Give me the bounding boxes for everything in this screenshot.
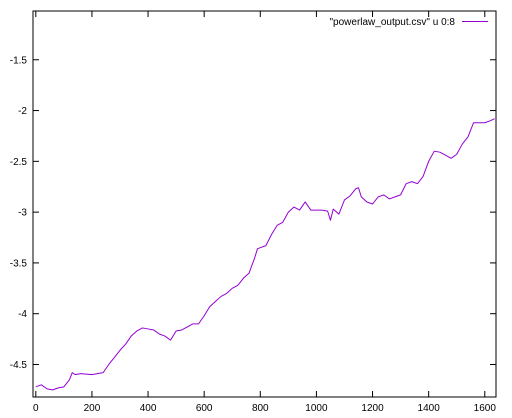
y-axis: -4.5 -4 -3.5 -3 -2.5 -2 -1.5 (10, 55, 496, 371)
x-axis: 0 200 400 600 800 1000 1200 1400 1600 (33, 11, 496, 414)
y-tick-label: -1.5 (10, 55, 28, 66)
series-line (35, 118, 495, 391)
series-layer (35, 118, 495, 391)
x-tick-label: 1200 (361, 403, 384, 414)
x-tick-label: 800 (252, 403, 269, 414)
x-tick-label: 400 (140, 403, 157, 414)
y-tick-label: -2.5 (10, 157, 28, 168)
x-tick-label: 1400 (418, 403, 441, 414)
y-tick-label: -3.5 (10, 258, 28, 269)
y-tick-label: -4 (18, 309, 27, 320)
x-tick-label: 200 (84, 403, 101, 414)
y-tick-label: -3 (18, 208, 27, 219)
x-tick-label: 1600 (474, 403, 497, 414)
y-tick-label: -2 (18, 106, 27, 117)
legend-entry-label: "powerlaw_output.csv" u 0:8 (329, 17, 455, 28)
x-tick-label: 1000 (305, 403, 328, 414)
legend: "powerlaw_output.csv" u 0:8 (329, 17, 488, 28)
x-tick-label: 600 (196, 403, 213, 414)
plot-frame (32, 10, 497, 398)
x-tick-label: 0 (33, 403, 39, 414)
y-tick-label: -4.5 (10, 360, 28, 371)
